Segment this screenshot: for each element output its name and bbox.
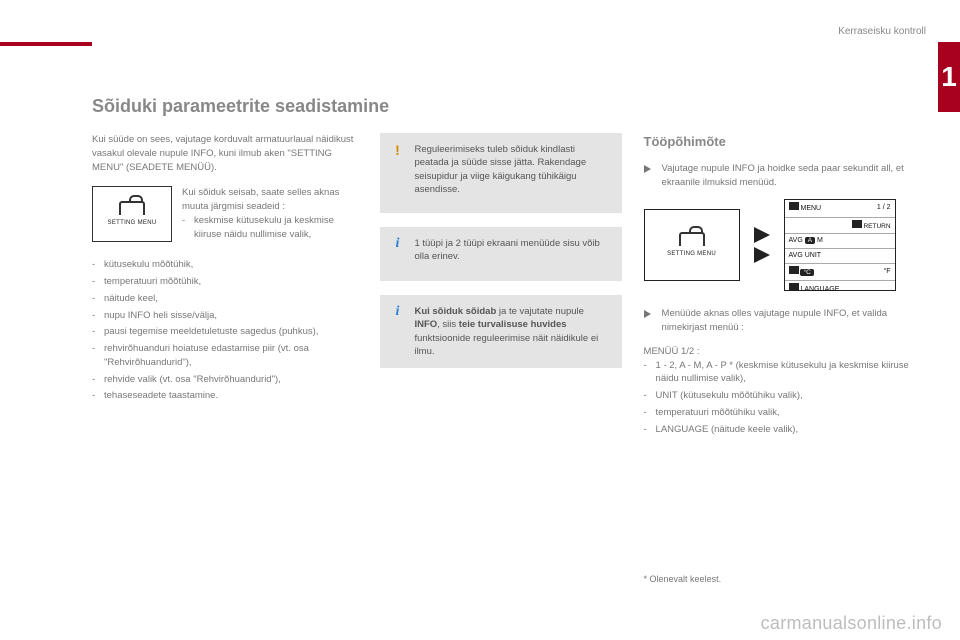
thumb-side-bullet: keskmise kütusekulu ja keskmise kiiruse … (182, 214, 358, 242)
page-title: Sõiduki parameetrite seadistamine (92, 96, 910, 117)
screen-left-label: SETTING MENU (667, 250, 716, 259)
list-item: näitude keel, (92, 292, 358, 306)
info-box-1: i 1 tüüpi ja 2 tüüpi ekraani menüüde sis… (380, 227, 621, 281)
page-tab: 1 (938, 42, 960, 112)
red-accent-bar (0, 42, 92, 46)
info-icon: i (388, 235, 406, 253)
info-2-text: Kui sõiduk sõidab ja te vajutate nupule … (414, 306, 598, 357)
thumbnail-label: SETTING MENU (108, 219, 157, 228)
menu-suffix: M (817, 237, 823, 244)
setting-menu-thumbnail: SETTING MENU (92, 186, 172, 242)
return-icon (852, 220, 862, 228)
list-item: tehaseseadete taastamine. (92, 389, 358, 403)
info-icon: i (388, 303, 406, 321)
info-2-bold-1: Kui sõiduk sõidab (414, 306, 496, 317)
list-item: LANGUAGE (näitude keele valik), (644, 423, 910, 437)
column-left: Kui süüde on sees, vajutage korduvalt ar… (92, 133, 358, 440)
thermometer-icon (789, 266, 799, 274)
warning-icon: ! (388, 141, 406, 159)
arrows-icon (754, 227, 770, 263)
page-content: Sõiduki parameetrite seadistamine Kui sü… (92, 96, 910, 600)
toolbox-icon (119, 201, 145, 215)
info-2-bold-3: teie turvalisuse huvides (459, 319, 567, 330)
info-1-text: 1 tüüpi ja 2 tüüpi ekraani menüüde sisu … (414, 238, 599, 262)
menu-label: MENU (800, 205, 821, 212)
list-item: kütusekulu mõõtühik, (92, 258, 358, 272)
step-2: Menüüde aknas olles vajutage nupule INFO… (644, 307, 910, 335)
subsection-title: Tööpõhimõte (644, 133, 910, 152)
column-middle: ! Reguleerimiseks tuleb sõiduk kindlasti… (380, 133, 621, 440)
menu-bullets: 1 - 2, A - M, A - P * (keskmise kütuseku… (644, 359, 910, 437)
info-2-seg: , siis (437, 319, 459, 330)
list-item: temperatuuri mõõtühiku valik, (644, 406, 910, 420)
toolbox-icon (679, 232, 705, 246)
menu-tag: °C (800, 269, 813, 276)
info-2-seg: funktsioonide reguleerimise näit näidiku… (414, 333, 598, 357)
list-item: rehvirõhuanduri hoiatuse edastamise piir… (92, 342, 358, 370)
warning-box: ! Reguleerimiseks tuleb sõiduk kindlasti… (380, 133, 621, 213)
menu-heading: MENÜÜ 1/2 : (644, 345, 910, 359)
thumb-side-intro: Kui sõiduk seisab, saate selles aknas mu… (182, 186, 358, 214)
footnote: * Olenevalt keelest. (644, 573, 722, 586)
breadcrumb: Kerraseisku kontroll (838, 26, 926, 37)
info-2-seg: ja te vajutate nupule (496, 306, 584, 317)
list-item: temperatuuri mõõtühik, (92, 275, 358, 289)
menu-row-label: AVG UNIT (789, 251, 822, 261)
menu-page-count: 1 / 2 (877, 203, 891, 213)
watermark: carmanualsonline.info (761, 613, 942, 634)
list-item: pausi tegemise meeldetuletuste sagedus (… (92, 325, 358, 339)
info-2-bold-2: INFO (414, 319, 437, 330)
info-box-2: i Kui sõiduk sõidab ja te vajutate nupul… (380, 295, 621, 368)
thumbnail-side-text: Kui sõiduk seisab, saate selles aknas mu… (182, 186, 358, 244)
step-1: Vajutage nupule INFO ja hoidke seda paar… (644, 162, 910, 190)
column-right: Tööpõhimõte Vajutage nupule INFO ja hoid… (644, 133, 910, 440)
menu-icon (789, 202, 799, 210)
menu-tag: A (805, 237, 815, 244)
settings-bullets: kütusekulu mõõtühik, temperatuuri mõõtüh… (92, 258, 358, 403)
lead-paragraph: Kui süüde on sees, vajutage korduvalt ar… (92, 133, 358, 174)
screen-illustration: SETTING MENU MENU 1 / 2 RETURN AVG A M AV… (644, 199, 910, 291)
list-item: nupu INFO heli sisse/välja, (92, 309, 358, 323)
warning-text: Reguleerimiseks tuleb sõiduk kindlasti p… (414, 144, 586, 195)
menu-row-label: LANGUAGE (800, 286, 839, 293)
menu-row-label: AVG (789, 237, 803, 244)
globe-icon (789, 283, 799, 291)
menu-temp-right: °F (883, 267, 890, 277)
menu-pane: MENU 1 / 2 RETURN AVG A M AVG UNIT °C °F L… (784, 199, 896, 291)
list-item: 1 - 2, A - M, A - P * (keskmise kütuseku… (644, 359, 910, 387)
list-item: rehvide valik (vt. osa "Rehvirõhuandurid… (92, 373, 358, 387)
list-item: UNIT (kütusekulu mõõtühiku valik), (644, 389, 910, 403)
menu-return-label: RETURN (863, 223, 890, 230)
screen-left-pane: SETTING MENU (644, 209, 740, 281)
